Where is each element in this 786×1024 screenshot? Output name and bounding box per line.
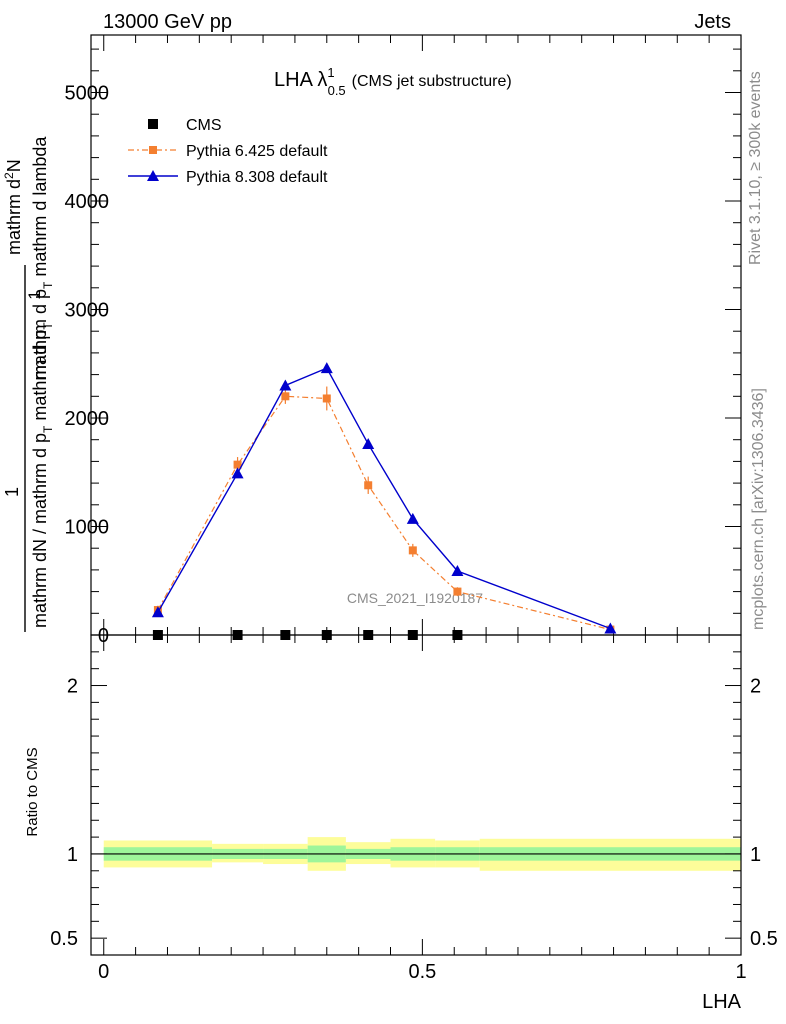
legend-marker-cms xyxy=(148,119,158,129)
cms-data-point xyxy=(232,630,243,640)
ratio-tick-label-left: 1 xyxy=(67,844,78,866)
legend-marker-pythia8 xyxy=(147,170,159,181)
series-line-pythia6 xyxy=(157,395,611,631)
pythia8-data-point xyxy=(451,564,464,576)
series-layer xyxy=(151,362,617,640)
pythia8-data-point xyxy=(279,379,292,391)
mcplots-label: mcplots.cern.ch [arXiv:1306.3436] xyxy=(750,388,767,630)
y-tick-label: 1000 xyxy=(65,517,110,539)
rivet-label: Rivet 3.1.10, ≥ 300k events xyxy=(747,71,764,265)
cms-data-point xyxy=(280,630,291,640)
ylabel-den: mathrm dN / mathrm d pT mathrm d pT xyxy=(30,322,55,628)
analysis-watermark: CMS_2021_I1920187 xyxy=(347,590,483,606)
main-ylabel: 1 xyxy=(25,290,44,299)
legend-label-pythia8: Pythia 8.308 default xyxy=(186,169,328,186)
header-left: 13000 GeV pp xyxy=(103,11,232,33)
ratio-tick-label-right: 1 xyxy=(750,844,761,866)
ylabel-num-top: mathrm d2N xyxy=(2,159,24,255)
ratio-ylabel: Ratio to CMS xyxy=(24,747,41,836)
cms-data-point xyxy=(452,630,463,640)
cms-data-point xyxy=(363,630,374,640)
title-main: LHA λ xyxy=(274,69,327,91)
legend-label-cms: CMS xyxy=(186,117,222,134)
title-sub: 0.5 xyxy=(328,83,346,98)
pythia6-data-point xyxy=(453,587,462,596)
pythia6-data-point xyxy=(364,481,373,490)
legend-marker-pythia6 xyxy=(149,146,157,154)
pythia6-data-point xyxy=(281,392,290,401)
ratio-tick-label-left: 0.5 xyxy=(50,928,78,950)
x-axis-label: LHA xyxy=(702,991,742,1013)
ratio-plot-frame xyxy=(90,634,742,956)
pythia8-data-point xyxy=(604,622,617,634)
cms-data-point xyxy=(152,630,163,640)
main-axis-ticks: 010002000300040005000 xyxy=(65,48,741,647)
ratio-tick-label-right: 2 xyxy=(750,676,761,698)
ratio-axis-ticks: 0.5 0.5 1 1 2 2 xyxy=(50,651,778,950)
title-suffix: (CMS jet substructure) xyxy=(352,73,512,90)
pythia8-data-point xyxy=(151,606,164,618)
legend: CMS Pythia 6.425 default Pythia 8.308 de… xyxy=(128,117,328,186)
ylabel-one-text: 1 xyxy=(2,487,22,497)
ratio-tick-label-left: 2 xyxy=(67,676,78,698)
title-sup: 1 xyxy=(327,65,334,80)
y-tick-label: 3000 xyxy=(65,300,110,322)
y-tick-label: 4000 xyxy=(65,191,110,213)
ratio-tick-label-right: 0.5 xyxy=(750,928,778,950)
pythia8-data-point xyxy=(320,362,333,374)
pythia8-data-point xyxy=(231,467,244,479)
pythia8-data-point xyxy=(406,512,419,524)
x-tick-label: 1 xyxy=(735,961,746,983)
header-right: Jets xyxy=(694,11,731,33)
ylabel-num-bottom: mathrm d pT mathrm d lambda xyxy=(30,136,55,380)
x-tick-label: 0.5 xyxy=(408,961,436,983)
pythia8-data-point xyxy=(362,438,375,450)
y-tick-label: 2000 xyxy=(65,408,110,430)
x-axis-ticks: 0 0.5 1 xyxy=(98,35,747,983)
cms-data-point xyxy=(321,630,332,640)
legend-label-pythia6: Pythia 6.425 default xyxy=(186,143,328,160)
pythia6-data-point xyxy=(322,394,331,403)
chart-title: LHA λ1 0.5 (CMS jet substructure) xyxy=(274,65,512,98)
pythia6-data-point xyxy=(233,460,242,469)
x-tick-label: 0 xyxy=(98,961,109,983)
cms-data-point xyxy=(407,630,418,640)
pythia6-data-point xyxy=(408,546,417,555)
ylabel-one: 1 xyxy=(25,290,44,299)
main-ylabel-parts: mathrm d2N mathrm d pT mathrm d lambda 1… xyxy=(2,136,55,632)
series-line-pythia8 xyxy=(157,367,611,630)
y-tick-label: 5000 xyxy=(65,83,110,105)
